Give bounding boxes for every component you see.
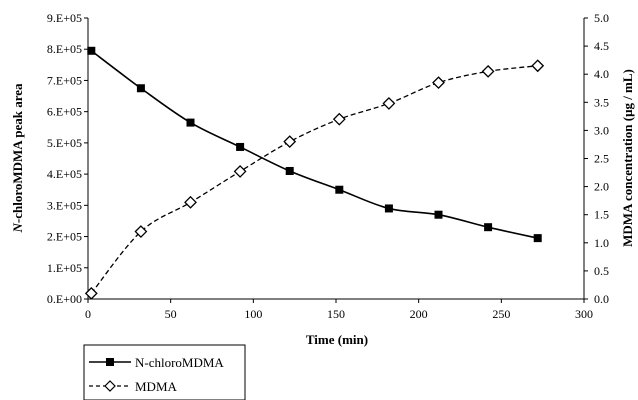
y-left-tick-label: 7.E+05 [47,73,82,87]
data-point-square [335,185,344,194]
y-right-tick-label: 0.0 [594,292,609,306]
data-point-square [236,142,245,151]
legend-marker-nchloro [106,358,114,366]
data-point-diamond [134,225,148,238]
x-axis-title: Time (min) [306,332,368,347]
y-left-tick-label: 4.E+05 [47,167,82,181]
y-left-tick-label: 1.E+05 [47,261,82,275]
data-point-square [285,166,294,175]
y-right-tick-label: 2.5 [594,152,609,166]
legend-label-mdma: MDMA [135,379,178,394]
legend: N-chloroMDMA MDMA [83,344,246,400]
x-tick-label: 50 [165,307,177,321]
y-right-tick-label: 3.0 [594,123,609,137]
x-tick-label: 300 [575,307,593,321]
data-point-square [186,118,195,127]
y-left-axis-title-rest: -chloroMDMA peak area [10,83,25,223]
series-nchloromdma [87,46,542,243]
y-left-tick-label: 2.E+05 [47,230,82,244]
data-point-square [533,234,542,243]
y-right-tick-label: 1.5 [594,208,609,222]
y-right-tick-label: 3.5 [594,95,609,109]
data-point-diamond [283,135,297,149]
data-point-diamond [332,112,346,126]
y-left-axis-title: N-chloroMDMA peak area [10,83,25,234]
data-point-diamond [184,195,197,209]
y-right-axis-title: MDMA concentration (μg / mL) [620,69,635,247]
data-point-square [87,46,96,55]
x-tick-label: 0 [85,307,91,321]
data-point-diamond [432,76,445,90]
y-right-tick-label: 0.5 [594,264,609,278]
legend-label-nchloro: N-chloroMDMA [135,355,224,370]
data-point-square [384,204,393,213]
data-point-square [434,210,443,219]
x-tick-label: 150 [327,307,345,321]
data-point-square [136,84,145,93]
x-tick-label: 200 [410,307,428,321]
data-point-diamond [233,165,247,178]
x-tick-label: 100 [244,307,262,321]
series-mdma [84,59,545,300]
y-left-tick-label: 5.E+05 [47,136,82,150]
data-point-diamond [531,59,545,73]
series-layer [84,46,545,300]
y-left-axis-title-italic: N [10,223,25,234]
y-right-tick-label: 1.0 [594,236,609,250]
x-tick-label: 250 [492,307,510,321]
data-point-diamond [382,97,396,110]
series-line [90,50,538,239]
data-point-diamond [84,286,98,300]
data-point-diamond [481,64,495,78]
y-right-tick-label: 4.0 [594,67,609,81]
data-point-square [484,223,493,232]
y-right-tick-label: 4.5 [594,39,609,53]
y-left-tick-label: 6.E+05 [47,105,82,119]
y-left-tick-label: 0.E+00 [47,292,82,306]
y-right-tick-label: 5.0 [594,11,609,25]
y-left-tick-label: 8.E+05 [47,42,82,56]
y-left-tick-label: 9.E+05 [47,11,82,25]
axes: 0 50 100 150 200 250 300 0.E+00 1.E+05 2.E+05 3.E+… [47,11,609,321]
y-right-tick-label: 2.0 [594,180,609,194]
legend-marker-mdma [104,380,116,392]
y-left-tick-label: 3.E+05 [47,198,82,212]
